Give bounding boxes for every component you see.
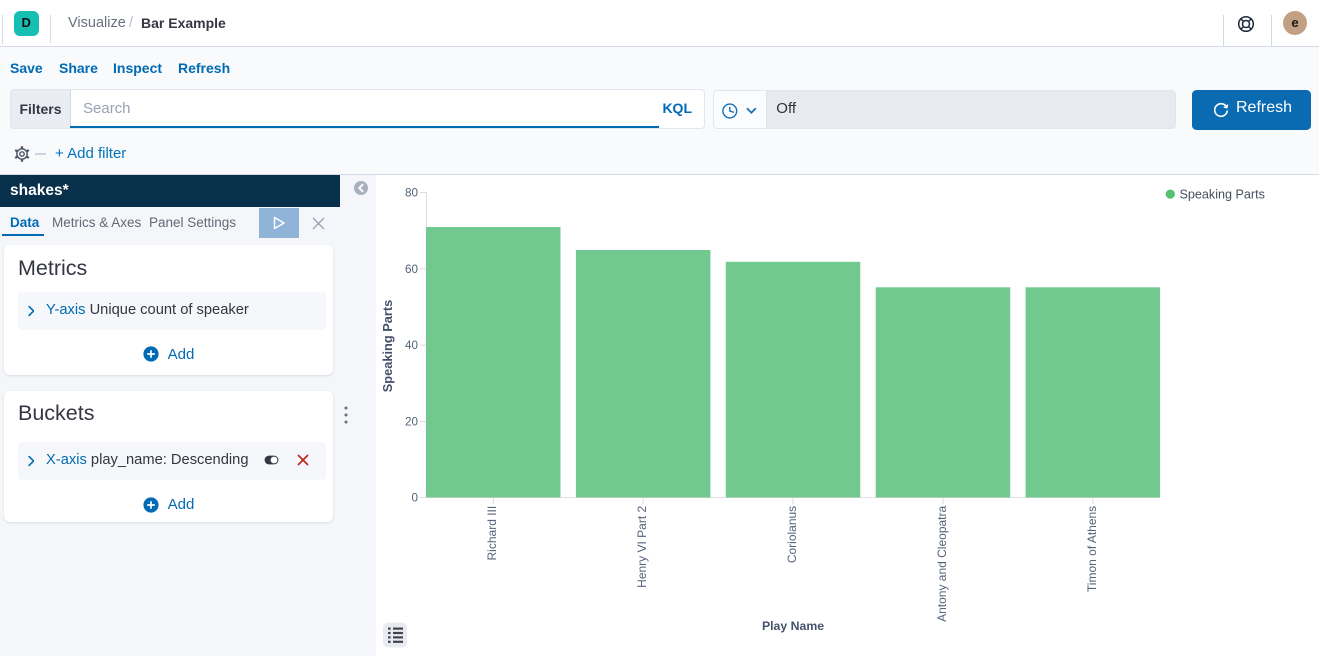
svg-text:80: 80 [405,187,419,200]
svg-text:0: 0 [411,492,418,505]
svg-text:Coriolanus: Coriolanus [785,506,799,563]
svg-text:Play Name: Play Name [762,619,824,633]
svg-text:Speaking Parts: Speaking Parts [1180,187,1265,201]
svg-text:Richard III: Richard III [485,506,499,561]
svg-text:40: 40 [405,339,419,352]
svg-text:20: 20 [405,416,419,429]
svg-text:60: 60 [405,263,419,276]
svg-text:Antony and Cleopatra: Antony and Cleopatra [935,505,949,621]
svg-text:Speaking Parts: Speaking Parts [380,300,395,392]
svg-text:Timon of Athens: Timon of Athens [1085,506,1099,592]
svg-text:Henry VI Part 2: Henry VI Part 2 [635,505,649,587]
